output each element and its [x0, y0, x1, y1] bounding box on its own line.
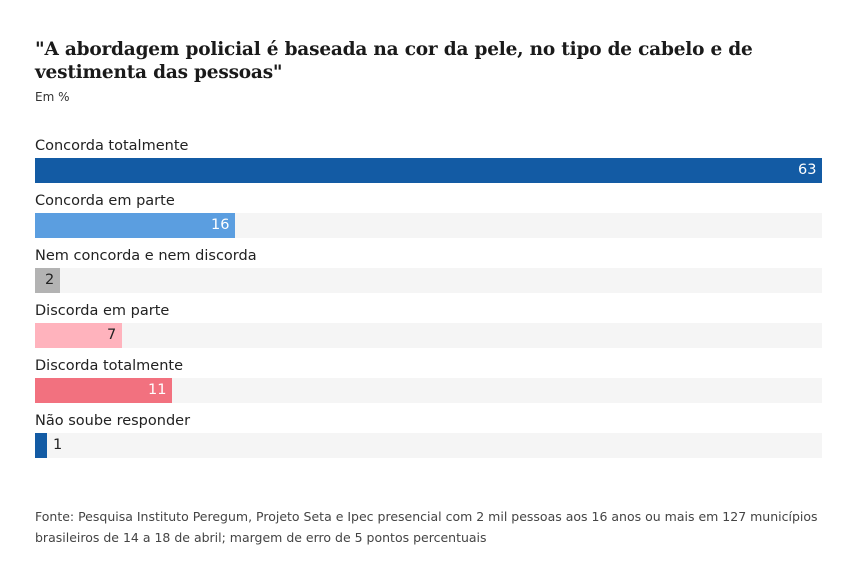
value-label: 11 [148, 382, 167, 398]
bar-row: Discorda em parte 7 [35, 301, 822, 356]
bar-row: Não soube responder 1 [35, 411, 822, 466]
bar [35, 158, 822, 183]
value-label: 1 [53, 437, 63, 453]
bar-track: 63 [35, 158, 822, 183]
bar [35, 213, 235, 238]
category-label: Nem concorda e nem discorda [35, 248, 257, 264]
bar-row: Concorda em parte 16 [35, 191, 822, 246]
bar-track: 16 [35, 213, 822, 238]
source-note: Fonte: Pesquisa Instituto Peregum, Proje… [35, 509, 818, 545]
bar-row: Nem concorda e nem discorda 2 [35, 246, 822, 301]
bar-track: 2 [35, 268, 822, 293]
category-label: Não soube responder [35, 413, 191, 429]
bar [35, 268, 60, 293]
category-label: Discorda totalmente [35, 358, 183, 374]
category-label: Concorda em parte [35, 193, 175, 209]
bar-row: Discorda totalmente 11 [35, 356, 822, 411]
chart-title: "A abordagem policial é baseada na cor d… [35, 39, 753, 83]
bar-track: 1 [35, 433, 822, 458]
value-label: 7 [107, 327, 117, 343]
bar-chart: Concorda totalmente 63 Concorda em parte 16… [35, 136, 822, 466]
bar [35, 378, 172, 403]
bar [35, 323, 122, 348]
bar-track: 7 [35, 323, 822, 348]
bar-track: 11 [35, 378, 822, 403]
bar-row: Concorda totalmente 63 [35, 136, 822, 191]
value-label: 2 [45, 272, 55, 288]
value-label: 16 [211, 217, 230, 233]
value-label: 63 [798, 162, 817, 178]
bar [35, 433, 47, 458]
category-label: Discorda em parte [35, 303, 170, 319]
category-label: Concorda totalmente [35, 138, 189, 154]
chart-subtitle: Em % [35, 90, 70, 104]
